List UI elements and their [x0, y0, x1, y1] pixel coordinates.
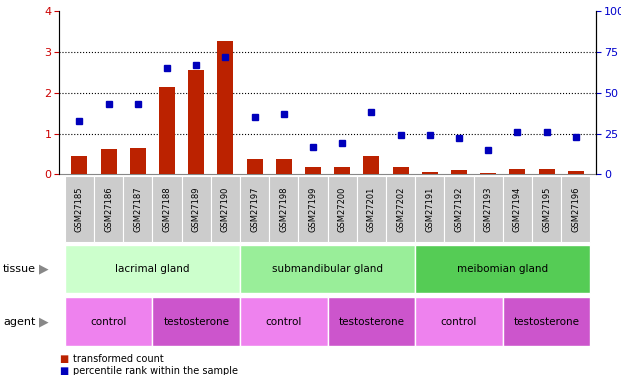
Bar: [415, 245, 591, 293]
Text: ■: ■: [59, 366, 68, 375]
Text: GSM27187: GSM27187: [134, 186, 142, 232]
Text: GSM27200: GSM27200: [338, 186, 347, 232]
Bar: [561, 176, 591, 242]
Bar: [152, 176, 181, 242]
Bar: [130, 148, 146, 174]
Bar: [217, 40, 233, 174]
Text: GSM27196: GSM27196: [571, 186, 580, 232]
Bar: [480, 173, 496, 174]
Bar: [568, 171, 584, 174]
Bar: [357, 176, 386, 242]
Text: percentile rank within the sample: percentile rank within the sample: [73, 366, 238, 375]
Bar: [65, 176, 94, 242]
Text: control: control: [91, 316, 127, 327]
Bar: [240, 245, 415, 293]
Text: GSM27202: GSM27202: [396, 186, 405, 232]
Text: GSM27189: GSM27189: [192, 186, 201, 232]
Text: control: control: [441, 316, 477, 327]
Bar: [538, 170, 555, 174]
Text: GSM27194: GSM27194: [513, 186, 522, 232]
Text: transformed count: transformed count: [73, 354, 163, 364]
Bar: [415, 297, 503, 346]
Text: tissue: tissue: [3, 264, 36, 274]
Text: GSM27185: GSM27185: [75, 186, 84, 232]
Text: ▶: ▶: [39, 262, 48, 276]
Bar: [276, 159, 292, 174]
Text: GSM27197: GSM27197: [250, 186, 259, 232]
Text: testosterone: testosterone: [163, 316, 229, 327]
Bar: [101, 149, 117, 174]
Bar: [240, 297, 328, 346]
Bar: [65, 297, 152, 346]
Bar: [422, 172, 438, 174]
Text: testosterone: testosterone: [338, 316, 404, 327]
Bar: [415, 176, 445, 242]
Bar: [211, 176, 240, 242]
Text: GSM27193: GSM27193: [484, 186, 492, 232]
Text: GSM27188: GSM27188: [163, 186, 171, 232]
Bar: [386, 176, 415, 242]
Bar: [503, 297, 591, 346]
Bar: [328, 297, 415, 346]
Bar: [247, 159, 263, 174]
Text: submandibular gland: submandibular gland: [272, 264, 383, 274]
Bar: [71, 156, 88, 174]
Bar: [123, 176, 152, 242]
Bar: [269, 176, 298, 242]
Text: lacrimal gland: lacrimal gland: [115, 264, 189, 274]
Text: GSM27190: GSM27190: [221, 186, 230, 232]
Bar: [328, 176, 357, 242]
Bar: [474, 176, 503, 242]
Bar: [445, 176, 474, 242]
Bar: [503, 176, 532, 242]
Text: GSM27198: GSM27198: [279, 186, 288, 232]
Bar: [152, 297, 240, 346]
Bar: [363, 156, 379, 174]
Bar: [159, 87, 175, 174]
Text: ▶: ▶: [39, 315, 48, 328]
Bar: [298, 176, 328, 242]
Bar: [188, 70, 204, 174]
Bar: [532, 176, 561, 242]
Bar: [94, 176, 123, 242]
Bar: [240, 176, 269, 242]
Bar: [65, 245, 240, 293]
Text: GSM27192: GSM27192: [455, 186, 463, 232]
Bar: [392, 167, 409, 174]
Text: agent: agent: [3, 316, 35, 327]
Text: GSM27195: GSM27195: [542, 186, 551, 232]
Bar: [181, 176, 211, 242]
Text: GSM27201: GSM27201: [367, 186, 376, 232]
Bar: [509, 170, 525, 174]
Bar: [305, 167, 321, 174]
Text: GSM27191: GSM27191: [425, 186, 434, 232]
Bar: [451, 170, 467, 174]
Text: GSM27186: GSM27186: [104, 186, 113, 232]
Bar: [334, 167, 350, 174]
Text: GSM27199: GSM27199: [309, 186, 317, 232]
Text: meibomian gland: meibomian gland: [457, 264, 548, 274]
Text: control: control: [266, 316, 302, 327]
Text: ■: ■: [59, 354, 68, 364]
Text: testosterone: testosterone: [514, 316, 579, 327]
